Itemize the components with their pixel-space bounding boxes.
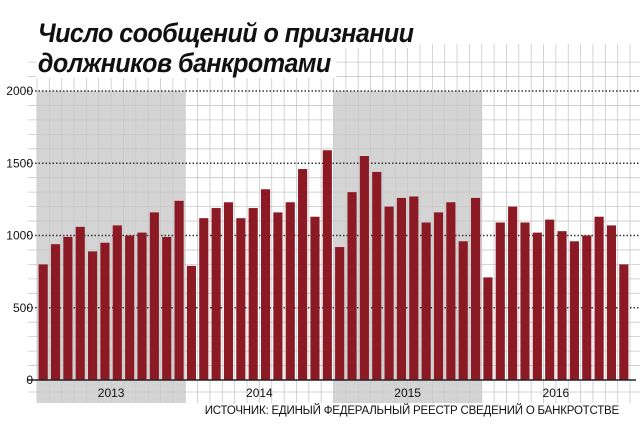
bar: [458, 241, 468, 380]
bar: [446, 202, 456, 380]
y-tick-label: 1000: [6, 229, 33, 243]
bar: [223, 202, 234, 380]
y-tick-label: 0: [26, 373, 33, 387]
y-tick-label: 500: [13, 301, 33, 315]
bar: [532, 232, 542, 380]
bar: [359, 156, 369, 380]
bar: [162, 236, 172, 380]
bar: [125, 235, 135, 380]
bar: [260, 189, 271, 380]
bar: [483, 277, 493, 380]
bar: [335, 247, 345, 380]
bar: [347, 192, 357, 380]
bar: [569, 241, 579, 380]
bar: [619, 264, 629, 380]
bar: [63, 236, 73, 380]
bar: [582, 235, 592, 380]
chart-title-line-1: Число сообщений о признании: [36, 18, 420, 48]
bar: [520, 222, 530, 380]
bar: [384, 206, 394, 380]
bar: [112, 225, 122, 380]
bar: [100, 242, 110, 380]
bar: [322, 150, 332, 380]
bar: [421, 222, 431, 380]
chart-title: Число сообщений о признании должников ба…: [36, 18, 448, 78]
bar: [75, 226, 85, 380]
bar: [298, 169, 308, 380]
bar: [433, 212, 444, 380]
bar: [211, 208, 221, 380]
bar: [310, 216, 320, 380]
bar: [38, 264, 48, 380]
y-tick-label: 2000: [6, 84, 33, 98]
bar: [495, 222, 505, 380]
bar: [606, 225, 617, 380]
x-year-label: 2014: [246, 386, 273, 400]
bar: [372, 171, 382, 380]
bar: [471, 197, 481, 380]
x-year-label: 2015: [394, 386, 421, 400]
bar: [557, 231, 567, 380]
x-year-label: 2013: [98, 386, 125, 400]
bar: [149, 212, 159, 380]
bar: [545, 219, 555, 380]
source-note: ИСТОЧНИК: ЕДИНЫЙ ФЕДЕРАЛЬНЫЙ РЕЕСТР СВЕД…: [201, 405, 622, 417]
bar: [199, 218, 209, 380]
bar: [50, 244, 61, 380]
x-year-label: 2016: [543, 386, 570, 400]
bar: [396, 197, 407, 380]
bar: [285, 202, 295, 380]
bar: [186, 265, 196, 380]
bar: [508, 206, 518, 380]
bar: [236, 218, 246, 380]
bar: [88, 251, 98, 380]
bar: [273, 212, 283, 380]
bar: [409, 196, 419, 380]
chart-title-line-2: должников банкротами: [36, 48, 337, 78]
bar: [248, 208, 258, 380]
y-tick-label: 1500: [6, 156, 33, 170]
bar: [594, 216, 604, 380]
bar: [137, 232, 147, 380]
bar: [174, 200, 184, 380]
